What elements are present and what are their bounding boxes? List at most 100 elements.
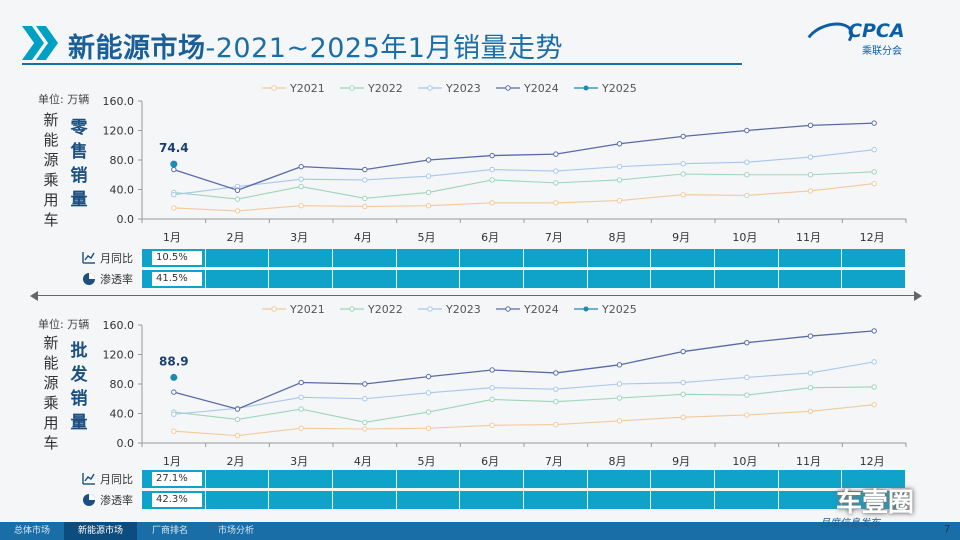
footer-nav: 总体市场 新能源市场 厂商排名 市场分析	[0, 522, 960, 540]
y-tick-label: 120.0	[103, 125, 135, 138]
table-cell	[205, 249, 270, 267]
data-point-Y2022-10	[807, 172, 814, 178]
data-point-Y2024-4	[425, 373, 432, 380]
table-row-label: 渗透率	[82, 269, 133, 289]
table-cell	[587, 249, 652, 267]
legend-marker-icon	[418, 306, 442, 312]
data-point-Y2023-3	[362, 396, 368, 402]
logo-word: CPCA	[848, 20, 905, 42]
table-cell	[333, 270, 397, 288]
legend-label: Y2025	[602, 302, 637, 316]
data-point-Y2023-8	[680, 160, 686, 167]
data-point-Y2021-11	[871, 180, 877, 187]
data-point-Y2023-6	[553, 386, 559, 392]
unit-label: 单位: 万辆	[38, 318, 90, 331]
table-row-label-text: 渗透率	[100, 273, 133, 286]
data-point-Y2024-6	[553, 370, 559, 376]
table-cell	[269, 249, 333, 267]
legend-marker-icon	[340, 85, 364, 91]
legend-item-Y2022: Y2022	[340, 81, 403, 95]
data-point-Y2022-3	[362, 195, 368, 202]
data-point-Y2024-0	[171, 389, 177, 395]
data-point-Y2021-3	[362, 426, 368, 432]
data-point-Y2022-3	[362, 419, 368, 426]
data-point-Y2024-5	[489, 367, 495, 373]
series-line-Y2022	[173, 386, 875, 423]
legend-marker-icon	[574, 306, 598, 312]
table-row-label: 渗透率	[82, 490, 133, 510]
line-chart-icon	[82, 473, 95, 485]
data-point-Y2022-4	[425, 189, 432, 196]
table-row-label-text: 月同比	[100, 473, 133, 486]
data-point-Y2024-1	[234, 187, 241, 193]
legend-label: Y2021	[290, 81, 325, 95]
x-tick-label: 2月	[227, 231, 245, 244]
legend-label: Y2024	[524, 81, 559, 95]
series-line-Y2024	[173, 122, 875, 191]
table-cell	[460, 491, 524, 509]
y-tick-label: 40.0	[110, 184, 135, 197]
data-point-Y2025-0	[170, 373, 178, 381]
table-cell	[460, 270, 524, 288]
y-tick-label: 120.0	[103, 349, 135, 362]
data-point-Y2023-7	[616, 381, 623, 387]
data-point-Y2022-1	[234, 416, 241, 423]
legend-marker-icon	[262, 85, 286, 91]
vertical-category-label: 新能源乘用车	[43, 111, 59, 229]
legend-item-Y2025: Y2025	[574, 81, 637, 95]
data-point-Y2023-0	[171, 411, 177, 417]
table-cell	[396, 270, 461, 288]
data-point-Y2024-2	[298, 379, 304, 386]
series-line-Y2023	[173, 149, 875, 196]
table-cell	[715, 470, 779, 488]
data-point-Y2021-11	[871, 401, 877, 408]
data-point-Y2022-8	[680, 171, 686, 177]
data-point-Y2021-4	[425, 203, 432, 209]
table-cell	[269, 470, 333, 488]
page-title: 新能源市场-2021~2025年1月销量走势	[68, 33, 563, 64]
table-cell	[651, 491, 715, 509]
data-point-Y2024-5	[489, 152, 495, 159]
footer-tab-3[interactable]: 市场分析	[218, 526, 255, 536]
retail-chart-panel: 单位: 万辆新能源乘用车零售销量 Y2021 Y2022 Y2023 Y2024 Y202…	[38, 81, 907, 289]
legend-item-Y2024: Y2024	[496, 302, 559, 316]
data-point-Y2021-3	[362, 203, 368, 210]
legend-item-Y2021: Y2021	[262, 302, 325, 316]
x-tick-label: 8月	[609, 231, 627, 244]
data-point-Y2022-8	[680, 391, 686, 398]
data-point-Y2022-5	[489, 396, 495, 403]
data-point-Y2022-6	[553, 180, 559, 186]
table-cell	[842, 491, 906, 509]
data-point-Y2022-10	[807, 384, 814, 391]
legend-label: Y2025	[602, 81, 637, 95]
table-cell	[778, 270, 843, 288]
legend-label: Y2023	[446, 81, 481, 95]
vertical-category-label: 新能源乘用车	[43, 334, 59, 452]
data-point-Y2024-4	[425, 157, 432, 163]
x-tick-label: 12月	[860, 455, 885, 468]
x-tick-label: 3月	[290, 455, 308, 468]
data-point-Y2021-7	[616, 418, 623, 424]
legend-item-Y2021: Y2021	[262, 81, 325, 95]
legend-marker-icon	[574, 85, 598, 91]
footer-tab-1[interactable]: 新能源市场	[64, 522, 138, 540]
data-point-Y2021-6	[553, 200, 559, 206]
table-row-label: 月同比	[82, 469, 133, 489]
chart-legend: Y2021 Y2022 Y2023 Y2024 Y2025	[262, 81, 682, 95]
data-point-Y2024-2	[298, 163, 304, 170]
data-point-Y2021-0	[171, 205, 177, 211]
table-cell	[651, 249, 715, 267]
footer-tab-2[interactable]: 厂商排名	[152, 526, 189, 536]
vertical-metric-label: 零售销量	[70, 118, 88, 210]
table-cell	[460, 470, 524, 488]
footer-tab-0[interactable]: 总体市场	[14, 526, 51, 536]
data-point-Y2023-10	[807, 370, 814, 376]
y-tick-label: 80.0	[110, 378, 135, 391]
x-tick-label: 9月	[672, 455, 690, 468]
monthly-release-label: 月度信息发布	[820, 518, 880, 529]
legend-label: Y2022	[368, 81, 403, 95]
x-tick-label: 2月	[227, 455, 245, 468]
table-cell	[333, 470, 397, 488]
table-cell	[524, 491, 588, 509]
data-point-Y2022-7	[616, 177, 623, 183]
